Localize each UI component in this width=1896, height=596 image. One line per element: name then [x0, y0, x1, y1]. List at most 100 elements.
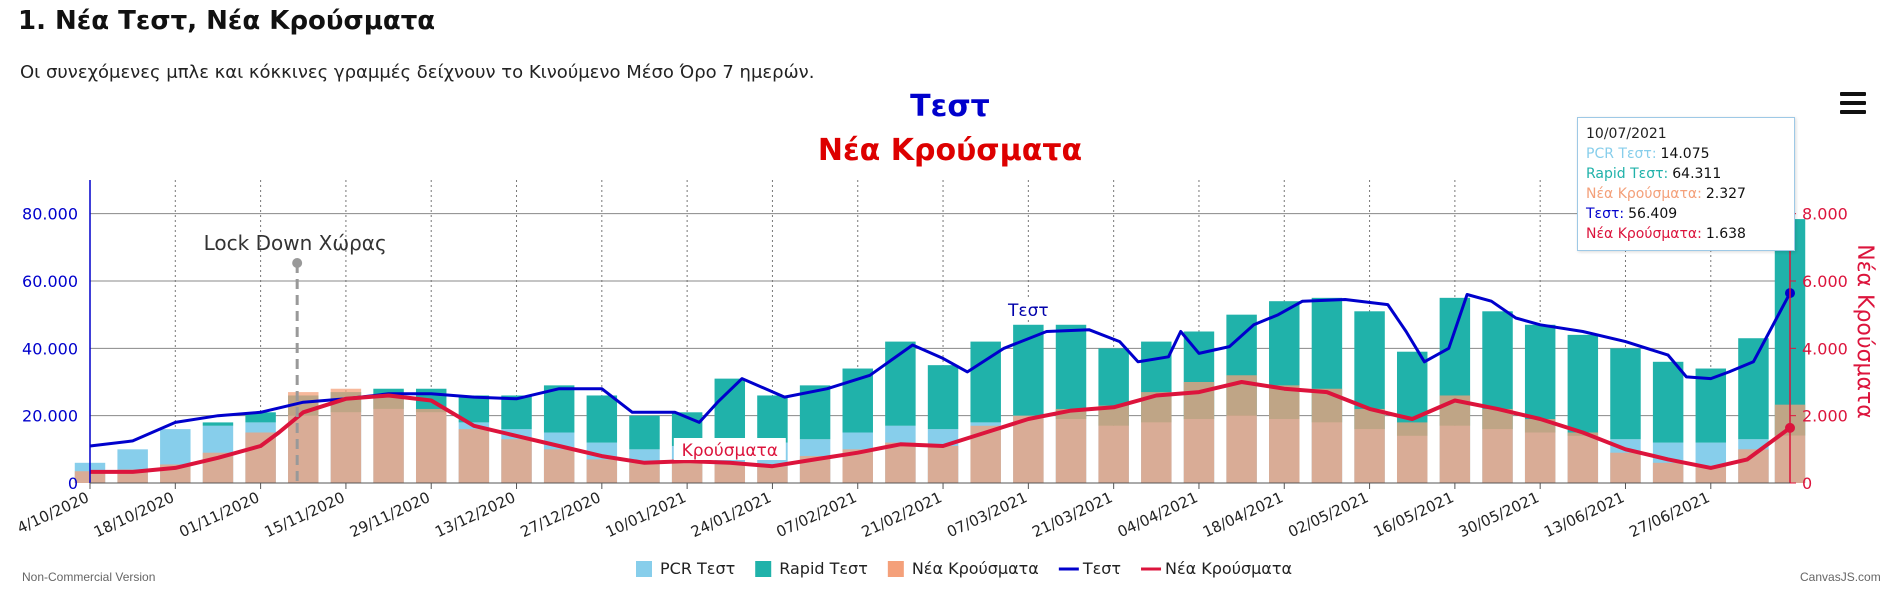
- legend-item[interactable]: Τεστ: [1082, 559, 1121, 578]
- rapid-bar: [1738, 338, 1769, 440]
- legend-swatch: [636, 561, 652, 577]
- cases-bar: [885, 442, 916, 483]
- cases-bar: [1396, 422, 1428, 483]
- page-heading: 1. Νέα Τεστ, Νέα Κρούσματα: [18, 6, 436, 36]
- x-tick-label: 07/03/2021: [944, 488, 1030, 541]
- rapid-bar: [1610, 348, 1641, 440]
- cases-bar: [1183, 382, 1215, 483]
- cases-bar: [1098, 405, 1129, 483]
- x-tick-label: 30/05/2021: [1456, 488, 1542, 541]
- y-tick-label: 80.000: [22, 205, 78, 224]
- x-tick-label: 01/11/2020: [176, 488, 262, 541]
- cases-bar: [629, 462, 660, 483]
- cases-bar: [1013, 415, 1044, 483]
- rapid-bar: [501, 395, 532, 430]
- tooltip-row: Νέα Κρούσματα: 2.327: [1586, 186, 1746, 202]
- tests-series-label: Τεστ: [1007, 301, 1049, 321]
- rapid-bar: [927, 365, 959, 430]
- cases-bar: [1524, 419, 1556, 483]
- legend-item[interactable]: Νέα Κρούσματα: [1165, 559, 1292, 578]
- y2-tick-label: 6.000: [1802, 272, 1848, 291]
- rapid-bar: [245, 412, 276, 423]
- chart-subtitle: Νέα Κρούσματα: [818, 133, 1082, 168]
- tooltip-row: Τεστ: 56.409: [1586, 206, 1678, 222]
- x-tick-label: 13/12/2020: [432, 488, 518, 541]
- legend-swatch: [887, 561, 904, 577]
- rapid-bar: [757, 395, 788, 443]
- menu-button[interactable]: [1840, 92, 1866, 116]
- legend-item[interactable]: Νέα Κρούσματα: [912, 559, 1039, 578]
- annotations-layer: Lock Down Χώρας Τεστ Κρούσματα: [204, 231, 1057, 483]
- rapid-bar: [1652, 361, 1684, 443]
- y2-tick-label: 8.000: [1802, 205, 1848, 224]
- cases-line: [90, 380, 1792, 474]
- hamburger-menu-icon: [1840, 92, 1866, 96]
- cases-bar: [671, 459, 703, 483]
- x-tick-label: 04/04/2021: [1115, 488, 1201, 541]
- lockdown-dot: [292, 258, 303, 268]
- rapid-bar: [543, 385, 575, 433]
- tests-line: [89, 292, 1792, 448]
- legend-item[interactable]: Rapid Τεστ: [779, 559, 868, 578]
- x-tick-label: 16/05/2021: [1371, 488, 1457, 541]
- x-tick-label: 15/11/2020: [262, 488, 348, 541]
- x-tick-label: 13/06/2021: [1541, 488, 1627, 541]
- rapid-bar: [586, 395, 618, 443]
- cases-bar: [1567, 432, 1599, 483]
- x-tick-label: 21/03/2021: [1029, 488, 1115, 541]
- footer-credit[interactable]: CanvasJS.com: [1800, 570, 1881, 584]
- x-tick-label: 18/10/2020: [91, 488, 177, 541]
- tooltip-date: 10/07/2021: [1586, 126, 1667, 142]
- y-tick-label: 20.000: [22, 407, 78, 426]
- cases-bar: [586, 459, 618, 483]
- cases-bar: [714, 464, 746, 483]
- y2-tick-label: 0: [1802, 474, 1812, 493]
- rapid-bar: [1567, 334, 1599, 436]
- lines-layer: [89, 288, 1795, 474]
- x-tick-label: 21/02/2021: [859, 488, 945, 541]
- cases-label-bg: [673, 438, 786, 460]
- cases-bar: [757, 466, 788, 483]
- cases-bar: [458, 429, 490, 483]
- tests-label-bg: [1000, 298, 1057, 320]
- x-tick-label: 27/06/2021: [1627, 488, 1713, 541]
- chart-note: Οι συνεχόμενες μπλε και κόκκινες γραμμές…: [20, 62, 815, 83]
- y-tick-label: 60.000: [22, 272, 78, 291]
- cases-bar: [1055, 408, 1087, 483]
- cases-bar: [927, 445, 959, 483]
- tooltip-row: Rapid Τεστ: 64.311: [1586, 166, 1722, 182]
- x-tick-label: 18/04/2021: [1200, 488, 1286, 541]
- tooltip-row: PCR Τεστ: 14.075: [1586, 146, 1710, 162]
- lockdown-label: Lock Down Χώρας: [204, 231, 387, 255]
- legend-swatch: [755, 561, 772, 577]
- y-tick-label: 40.000: [22, 339, 78, 358]
- cases-bar: [1141, 392, 1172, 483]
- cases-bar: [501, 439, 532, 483]
- y-tick-label: 0: [68, 474, 78, 493]
- y2-tick-label: 4.000: [1802, 339, 1848, 358]
- cases-bar: [1482, 408, 1513, 483]
- footer-watermark: Non-Commercial Version: [22, 570, 156, 584]
- cases-bar: [1439, 395, 1471, 483]
- cases-bar: [415, 408, 447, 483]
- x-tick-label: 07/02/2021: [773, 488, 859, 541]
- legend-item[interactable]: PCR Τεστ: [660, 559, 735, 578]
- cases-bar: [1269, 385, 1300, 483]
- rapid-bar: [629, 415, 660, 450]
- cases-bar: [1226, 375, 1257, 483]
- cases-bar: [1354, 408, 1385, 483]
- x-tick-label: 4/10/2020: [14, 488, 91, 537]
- x-tick-label: 10/01/2021: [603, 488, 689, 541]
- cases-bar: [373, 395, 404, 483]
- rapid-bar: [1396, 351, 1428, 436]
- x-tick-label: 29/11/2020: [347, 488, 433, 541]
- x-tick-label: 02/05/2021: [1285, 488, 1371, 541]
- rapid-bar: [714, 378, 746, 440]
- cases-bar: [1652, 462, 1684, 483]
- chart-tooltip: 10/07/2021 PCR Τεστ: 14.075 Rapid Τεστ: 64…: [1577, 117, 1795, 251]
- legend: PCR Τεστ Rapid Τεστ Νέα Κρούσματα Τεστ Νέα Κ…: [636, 559, 1292, 578]
- rapid-bar: [885, 341, 916, 426]
- chart-title: Τεστ: [910, 89, 990, 124]
- y2-axis-label: Νέα Κρούσματα: [1852, 244, 1877, 419]
